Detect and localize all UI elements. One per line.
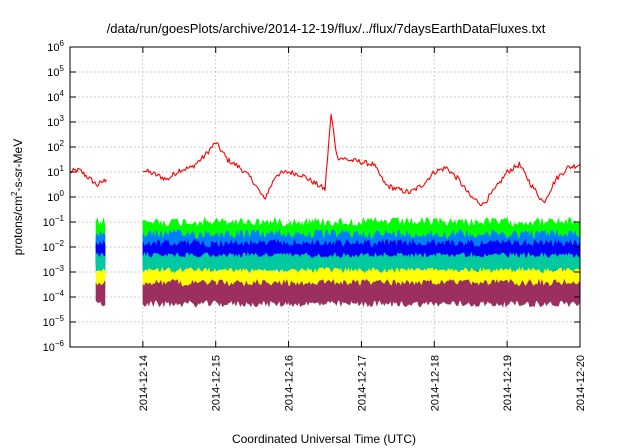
y-tick-label: 10−3 bbox=[43, 264, 65, 279]
y-axis-label-superscript: 2 bbox=[10, 191, 19, 196]
y-axis-label-base: protons/cm bbox=[11, 196, 25, 255]
chart-title: /data/run/goesPlots/archive/2014-12-19/f… bbox=[107, 21, 546, 36]
y-axis-label-rest: -s-sr-MeV bbox=[11, 139, 25, 192]
y-tick-label: 10−4 bbox=[43, 289, 65, 304]
y-tick-label: 105 bbox=[47, 64, 64, 79]
y-tick-label: 10−5 bbox=[43, 314, 65, 329]
x-tick-label: 2014-12-19 bbox=[502, 355, 514, 411]
x-tick-label: 2014-12-18 bbox=[429, 355, 441, 411]
y-tick-label: 106 bbox=[47, 39, 64, 54]
y-axis-label: protons/cm2-s-sr-MeV bbox=[10, 139, 25, 255]
y-tick-label: 103 bbox=[47, 114, 64, 129]
x-tick-label: 2014-12-15 bbox=[211, 355, 223, 411]
series-band-6 bbox=[142, 278, 580, 308]
y-tick-label: 101 bbox=[47, 164, 64, 179]
x-tick-label: 2014-12-16 bbox=[284, 355, 296, 411]
axis-ticks: 10−6 10−5 10−4 10−3 10−2 10−1 100 101 102 103 104 1… bbox=[43, 39, 587, 411]
series-line-0 bbox=[69, 167, 107, 187]
x-tick-label: 2014-12-17 bbox=[356, 355, 368, 411]
x-tick-label: 2014-12-20 bbox=[575, 355, 587, 411]
y-tick-label: 10−2 bbox=[43, 239, 65, 254]
y-tick-label: 102 bbox=[47, 139, 64, 154]
x-axis-label: Coordinated Universal Time (UTC) bbox=[232, 432, 416, 446]
y-tick-label: 104 bbox=[47, 89, 64, 104]
series-line-0 bbox=[142, 113, 581, 207]
y-tick-label: 10−1 bbox=[43, 214, 65, 229]
y-tick-label: 100 bbox=[47, 189, 64, 204]
series-band-6 bbox=[95, 280, 106, 307]
x-tick-label: 2014-12-14 bbox=[138, 355, 150, 411]
series-layer bbox=[69, 113, 581, 308]
y-tick-label: 10−6 bbox=[43, 339, 65, 354]
